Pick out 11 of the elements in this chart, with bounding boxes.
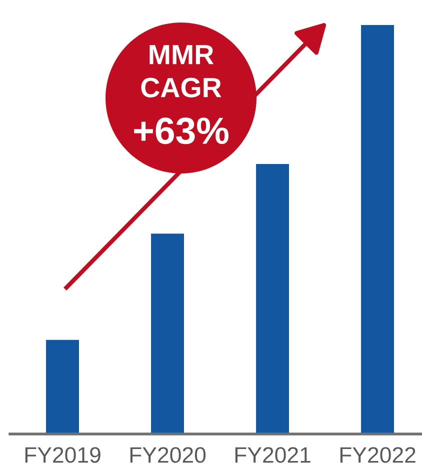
x-tick-label: FY2022	[340, 447, 416, 463]
x-tick-label: FY2021	[235, 447, 310, 463]
bar	[151, 234, 184, 434]
annotation: +63%	[134, 118, 228, 144]
annotation: MMR	[150, 45, 214, 64]
bar	[361, 25, 394, 434]
x-tick-label: FY2020	[130, 447, 206, 463]
annotation: CAGR	[141, 78, 222, 98]
bar	[46, 340, 79, 434]
x-tick-label: FY2019	[25, 447, 100, 463]
bar	[256, 164, 290, 434]
